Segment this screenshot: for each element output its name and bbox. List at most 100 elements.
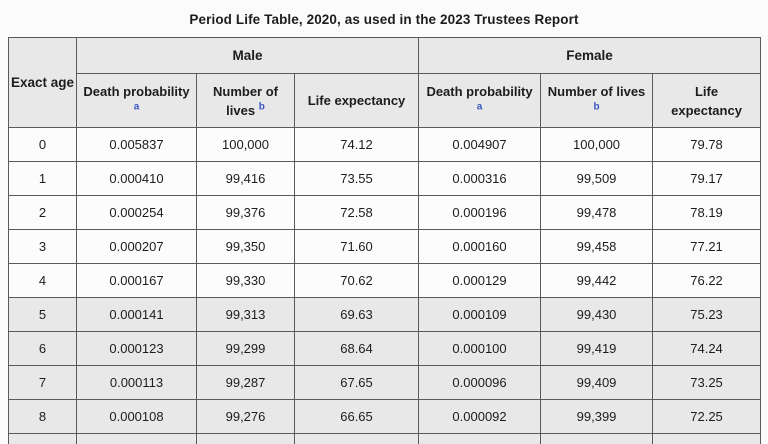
cell-empty	[8, 433, 77, 444]
cell-male-number-of-lives: 100,000	[196, 127, 295, 162]
cell-female-death-probability: 0.000196	[418, 195, 542, 230]
cell-male-death-probability: 0.000113	[76, 365, 197, 400]
male-death-probability-header: Death probability a	[76, 73, 197, 128]
cell-male-life-expectancy: 68.64	[293, 331, 420, 366]
cell-female-number-of-lives: 99,442	[540, 263, 654, 298]
cell-female-number-of-lives: 100,000	[540, 127, 654, 162]
life-table-header: Exact age Male Female Death probability …	[8, 37, 762, 128]
cell-exact-age: 4	[8, 263, 77, 298]
cell-exact-age: 8	[8, 399, 77, 434]
cell-female-number-of-lives: 99,509	[540, 161, 654, 196]
female-death-probability-header: Death probability a	[418, 73, 542, 128]
cell-male-life-expectancy: 72.58	[293, 195, 420, 230]
column-header-label: Death probability	[426, 83, 533, 99]
cell-female-death-probability: 0.000100	[418, 331, 542, 366]
footnote-link-a[interactable]: a	[133, 101, 140, 113]
footnote-link-b[interactable]: b	[258, 101, 265, 113]
cell-female-death-probability: 0.000096	[418, 365, 542, 400]
cell-empty	[76, 433, 197, 444]
table-row: 5 0.000141 99,313 69.63 0.000109 99,430 75.23	[8, 297, 762, 332]
page-title: Period Life Table, 2020, as used in the …	[189, 12, 579, 27]
cell-male-number-of-lives: 99,376	[196, 195, 295, 230]
cell-empty	[418, 433, 542, 444]
cell-female-number-of-lives: 99,419	[540, 331, 654, 366]
cell-female-death-probability: 0.004907	[418, 127, 542, 162]
male-life-expectancy-header: Life expectancy	[293, 73, 420, 128]
cell-male-death-probability: 0.000254	[76, 195, 197, 230]
cell-male-number-of-lives: 99,416	[196, 161, 295, 196]
cell-male-death-probability: 0.000108	[76, 399, 197, 434]
cell-male-death-probability: 0.000410	[76, 161, 197, 196]
cell-exact-age: 1	[8, 161, 77, 196]
cell-male-death-probability: 0.000123	[76, 331, 197, 366]
cell-female-life-expectancy: 72.25	[652, 399, 762, 434]
cell-female-life-expectancy: 79.78	[652, 127, 762, 162]
cell-male-number-of-lives: 99,287	[196, 365, 295, 400]
cell-female-death-probability: 0.000092	[418, 399, 542, 434]
cell-male-number-of-lives: 99,330	[196, 263, 295, 298]
cell-female-life-expectancy: 73.25	[652, 365, 762, 400]
cell-empty	[652, 433, 762, 444]
table-row: 7 0.000113 99,287 67.65 0.000096 99,409 73.25	[8, 365, 762, 400]
cell-female-life-expectancy: 74.24	[652, 331, 762, 366]
column-header-label: Number of lives	[547, 83, 646, 99]
cell-male-number-of-lives: 99,276	[196, 399, 295, 434]
cell-male-death-probability: 0.000167	[76, 263, 197, 298]
table-row: 0 0.005837 100,000 74.12 0.004907 100,000 79.7…	[8, 127, 762, 162]
cell-exact-age: 6	[8, 331, 77, 366]
cell-empty	[196, 433, 295, 444]
column-header-label: Death probability	[83, 83, 190, 99]
life-table-body: 0 0.005837 100,000 74.12 0.004907 100,000 79.7…	[8, 127, 762, 444]
cell-male-number-of-lives: 99,299	[196, 331, 295, 366]
cell-female-number-of-lives: 99,399	[540, 399, 654, 434]
cell-male-life-expectancy: 69.63	[293, 297, 420, 332]
column-header-label: Number of lives	[213, 83, 278, 118]
cell-female-death-probability: 0.000129	[418, 263, 542, 298]
cell-female-life-expectancy: 77.21	[652, 229, 762, 264]
cell-female-life-expectancy: 76.22	[652, 263, 762, 298]
column-header-label: Life expectancy	[671, 83, 742, 118]
cell-exact-age: 0	[8, 127, 77, 162]
group-header-male: Male	[75, 37, 420, 74]
table-row: 2 0.000254 99,376 72.58 0.000196 99,478 78.19	[8, 195, 762, 230]
cell-empty	[293, 433, 420, 444]
table-row-partial	[8, 433, 762, 444]
cell-female-life-expectancy: 75.23	[652, 297, 762, 332]
cell-female-life-expectancy: 78.19	[652, 195, 762, 230]
cell-male-life-expectancy: 73.55	[293, 161, 420, 196]
table-row: 4 0.000167 99,330 70.62 0.000129 99,442 76.22	[8, 263, 762, 298]
cell-exact-age: 7	[8, 365, 77, 400]
corner-header-exact-age: Exact age	[8, 37, 77, 128]
cell-male-life-expectancy: 74.12	[293, 127, 420, 162]
group-header-female: Female	[418, 37, 762, 74]
cell-male-life-expectancy: 66.65	[293, 399, 420, 434]
cell-exact-age: 3	[8, 229, 77, 264]
cell-male-death-probability: 0.005837	[76, 127, 197, 162]
cell-female-death-probability: 0.000160	[418, 229, 542, 264]
cell-exact-age: 5	[8, 297, 77, 332]
life-table: Exact age Male Female Death probability …	[8, 37, 762, 444]
cell-male-death-probability: 0.000141	[76, 297, 197, 332]
cell-male-life-expectancy: 70.62	[293, 263, 420, 298]
table-row: 1 0.000410 99,416 73.55 0.000316 99,509 79.17	[8, 161, 762, 196]
cell-female-number-of-lives: 99,478	[540, 195, 654, 230]
cell-empty	[540, 433, 654, 444]
cell-female-number-of-lives: 99,409	[540, 365, 654, 400]
cell-male-death-probability: 0.000207	[76, 229, 197, 264]
cell-female-death-probability: 0.000109	[418, 297, 542, 332]
footnote-link-a[interactable]: a	[476, 101, 483, 113]
cell-exact-age: 2	[8, 195, 77, 230]
cell-female-death-probability: 0.000316	[418, 161, 542, 196]
cell-male-life-expectancy: 67.65	[293, 365, 420, 400]
footnote-link-b[interactable]: b	[593, 101, 600, 113]
cell-male-number-of-lives: 99,313	[196, 297, 295, 332]
female-number-of-lives-header: Number of lives b	[540, 73, 654, 128]
column-header-label: Life expectancy	[307, 93, 406, 108]
corner-header-label: Exact age	[10, 74, 75, 90]
cell-female-number-of-lives: 99,430	[540, 297, 654, 332]
table-row: 8 0.000108 99,276 66.65 0.000092 99,399 72.25	[8, 399, 762, 434]
cell-male-number-of-lives: 99,350	[196, 229, 295, 264]
cell-female-number-of-lives: 99,458	[540, 229, 654, 264]
female-life-expectancy-header: Life expectancy	[652, 73, 762, 128]
male-number-of-lives-header: Number of lives b	[196, 73, 295, 128]
